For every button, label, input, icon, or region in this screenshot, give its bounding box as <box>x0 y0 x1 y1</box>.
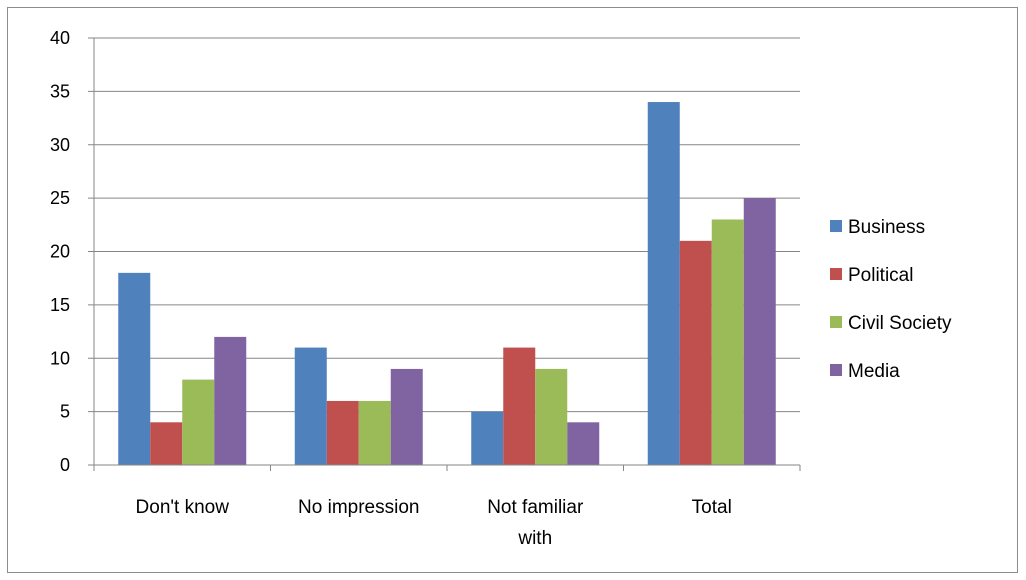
y-tick-label: 30 <box>50 135 70 155</box>
x-tick-label: Don't know <box>136 497 230 518</box>
y-tick-label: 15 <box>50 295 70 315</box>
bar-civil-society <box>535 368 568 465</box>
legend-label: Civil Society <box>848 313 952 334</box>
legend-label: Media <box>848 361 900 382</box>
bar-civil-society <box>182 379 215 465</box>
axes <box>88 37 801 471</box>
legend: Business Political Civil Society Media <box>830 217 952 382</box>
bar-business <box>647 102 680 466</box>
chart-frame <box>7 7 1018 573</box>
bar-political <box>326 400 359 465</box>
bar-business <box>118 272 151 465</box>
y-tick-label: 0 <box>60 455 70 475</box>
legend-label: Political <box>848 265 913 286</box>
y-tick-label: 5 <box>60 402 70 422</box>
y-tick-label: 20 <box>50 242 70 262</box>
bar-media <box>214 336 247 465</box>
bar-media <box>390 368 423 465</box>
x-tick-label: Not familiar with <box>487 497 584 549</box>
bar-media <box>743 198 776 465</box>
x-tick-label: No impression <box>298 497 419 518</box>
legend-label: Business <box>848 217 925 238</box>
bar-media <box>567 422 600 465</box>
y-tick-label: 40 <box>50 28 70 48</box>
legend-swatch <box>830 220 842 232</box>
bar-civil-society <box>711 219 744 465</box>
bar-business <box>471 411 504 465</box>
bar-political <box>503 347 536 465</box>
x-tick-labels: Don't know No impression Not familiar with T… <box>136 497 732 549</box>
bar-political <box>150 422 183 465</box>
y-tick-labels: 0 5 10 15 20 25 30 35 40 <box>50 28 70 475</box>
bars <box>118 102 776 466</box>
legend-swatch <box>830 268 842 280</box>
bar-political <box>679 240 712 465</box>
legend-swatch <box>830 316 842 328</box>
x-tick-label: Total <box>692 497 732 518</box>
y-tick-label: 10 <box>50 348 70 368</box>
y-tick-label: 35 <box>50 81 70 101</box>
y-tick-label: 25 <box>50 188 70 208</box>
bar-business <box>294 347 327 465</box>
bar-civil-society <box>358 400 391 465</box>
legend-swatch <box>830 364 842 376</box>
